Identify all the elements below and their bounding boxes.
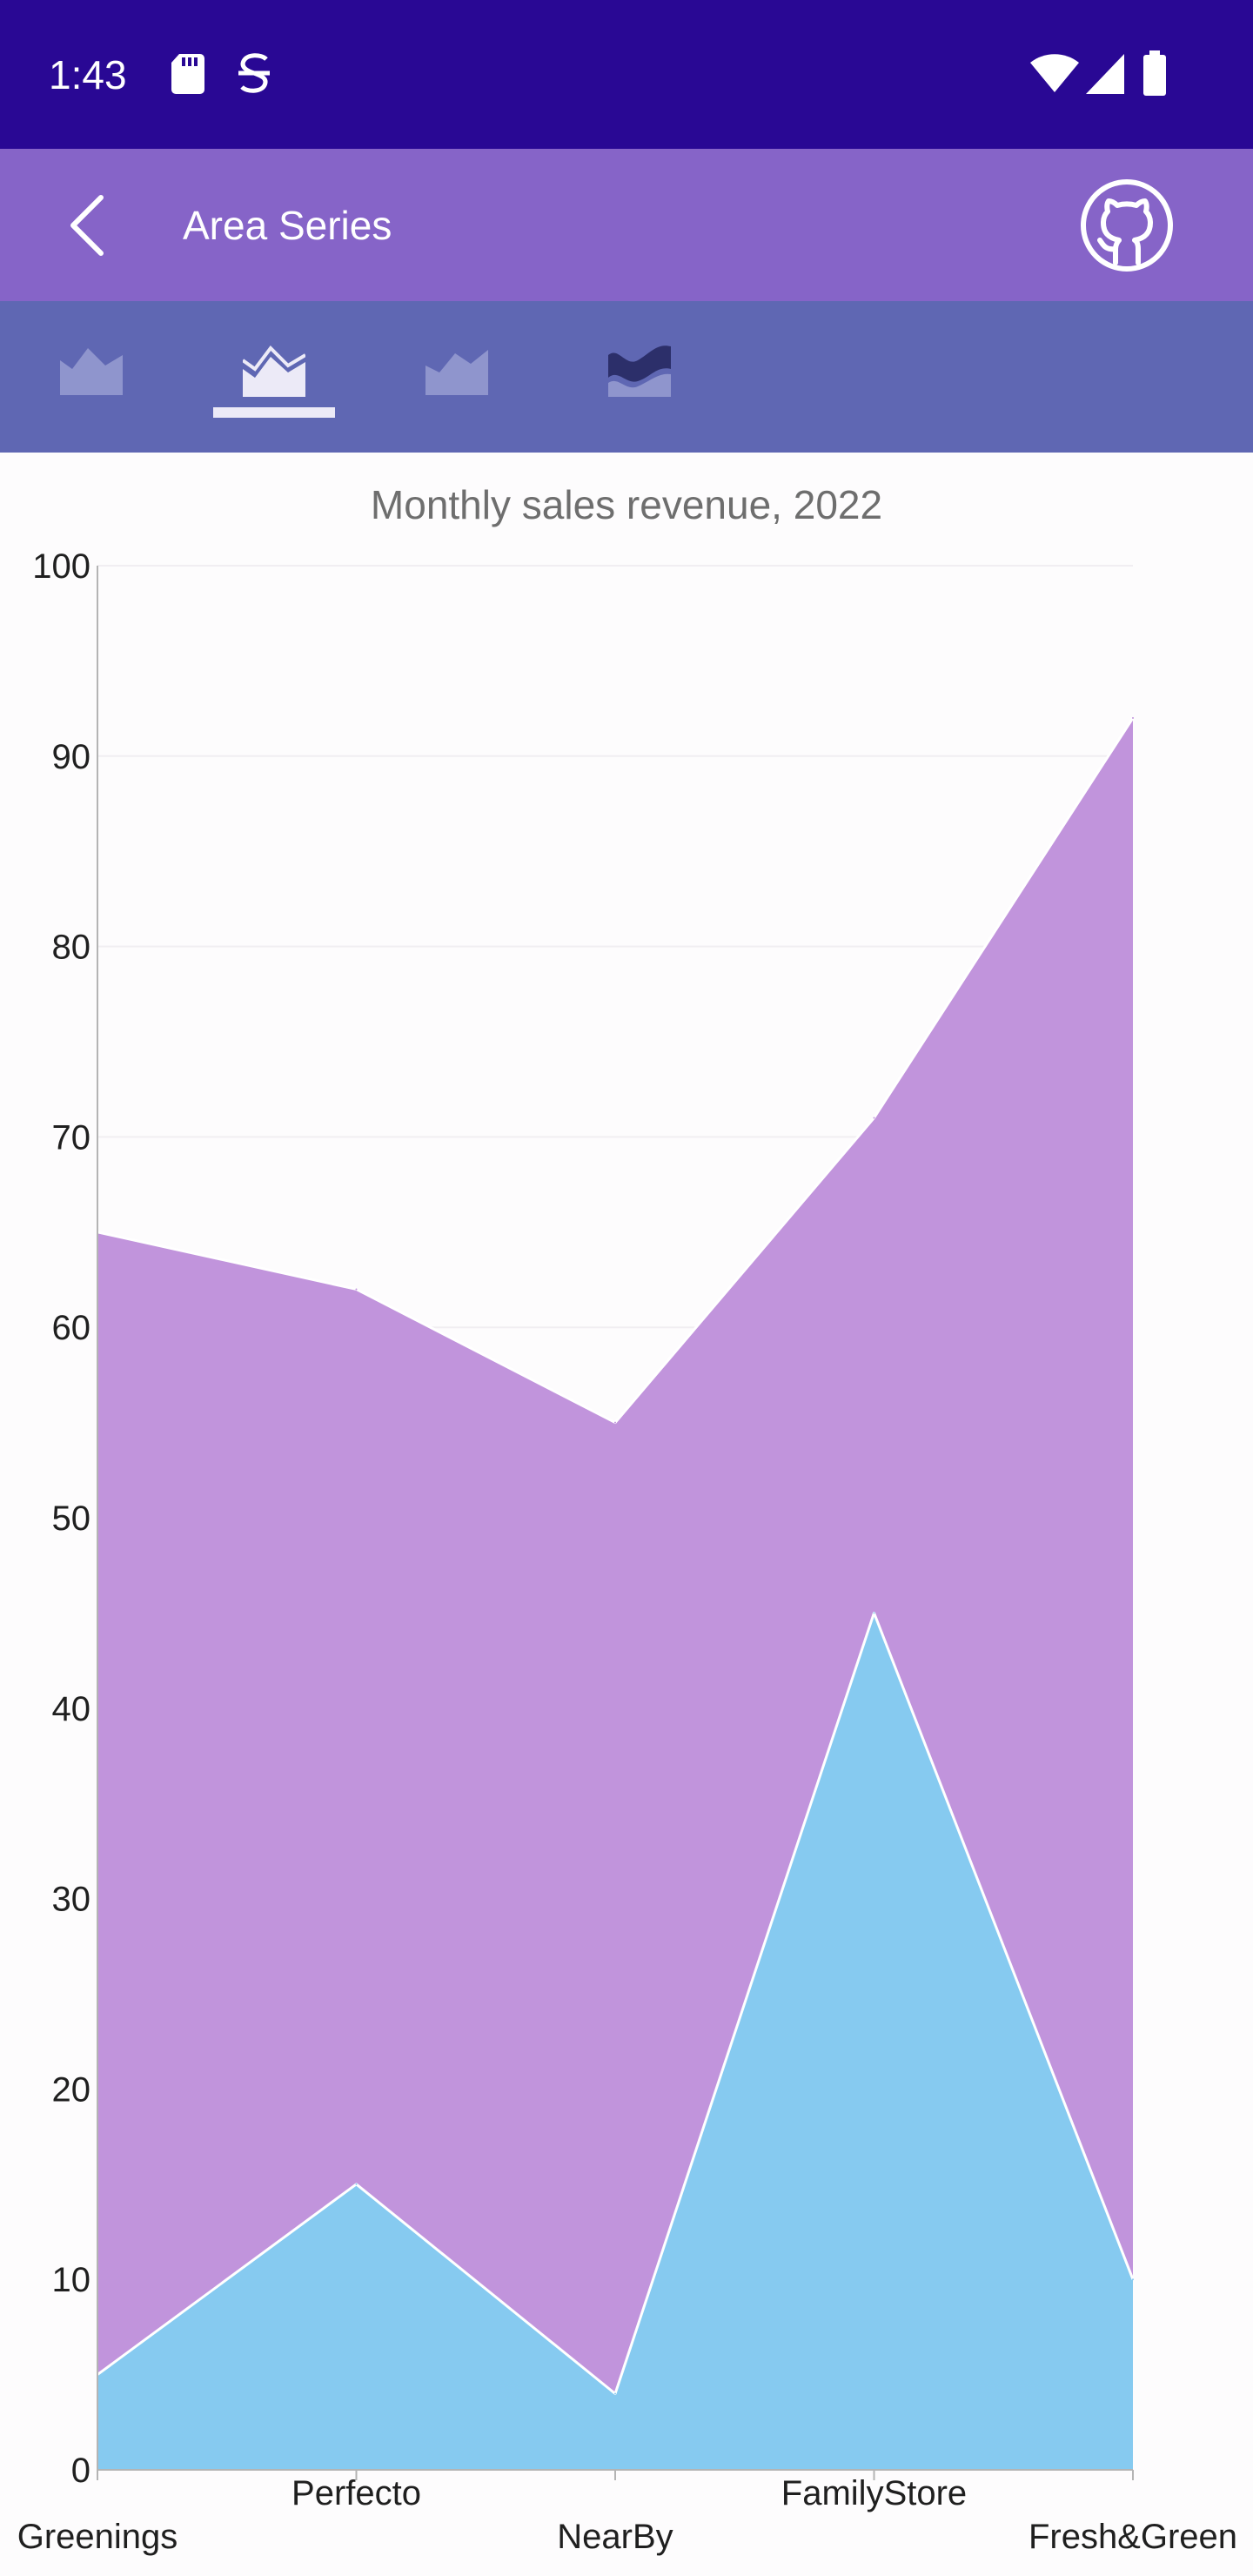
signal-icon <box>1086 54 1124 94</box>
vpn-key-icon <box>238 53 270 93</box>
back-button[interactable] <box>52 184 136 267</box>
chart-type-tabs <box>0 301 1253 453</box>
data-point <box>873 1612 875 1614</box>
y-tick-label: 70 <box>52 1118 91 1157</box>
page-title: Area Series <box>183 203 392 248</box>
data-point <box>355 2183 358 2185</box>
x-tick-label: Perfecto <box>291 2474 421 2512</box>
back-arrow-icon <box>70 195 104 256</box>
data-point <box>1132 717 1134 720</box>
data-point <box>355 1288 358 1291</box>
y-tick-label: 40 <box>52 1690 91 1728</box>
area-series-2 <box>97 1613 1133 2470</box>
github-button[interactable] <box>1079 178 1175 273</box>
y-tick-label: 80 <box>52 929 91 967</box>
y-tick-label: 20 <box>52 2070 91 2109</box>
status-time: 1:43 <box>49 52 127 97</box>
y-tick-label: 60 <box>52 1309 91 1347</box>
y-tick-label: 90 <box>52 738 91 776</box>
y-tick-label: 30 <box>52 1881 91 1919</box>
spline-area-chart-icon <box>608 345 671 397</box>
area-chart-icon <box>60 348 123 395</box>
data-point <box>614 2392 616 2395</box>
battery-icon <box>1143 50 1166 96</box>
x-tick-label: Greenings <box>17 2518 178 2556</box>
tab-stacked-area[interactable] <box>213 301 335 453</box>
tab-spline-area[interactable] <box>579 301 700 453</box>
y-tick-label: 50 <box>52 1499 91 1538</box>
x-tick-label: Fresh&Green <box>1029 2518 1237 2556</box>
y-tick-label: 0 <box>71 2452 90 2490</box>
y-tick-label: 10 <box>52 2261 91 2299</box>
data-point <box>873 1117 875 1119</box>
github-icon <box>1081 179 1173 272</box>
tab-area[interactable] <box>30 301 152 453</box>
data-point <box>1132 2278 1134 2281</box>
chart-title: Monthly sales revenue, 2022 <box>370 482 883 527</box>
chart-container: Monthly sales revenue, 2022 0 10 20 30 40 50 6… <box>0 453 1253 2576</box>
tab-selected-indicator <box>213 407 335 418</box>
y-tick-label: 100 <box>32 547 90 586</box>
stacked-area-chart-icon <box>243 345 305 397</box>
range-area-chart-icon <box>425 350 488 395</box>
x-tick-label: NearBy <box>557 2518 673 2556</box>
tab-range-area[interactable] <box>396 301 518 453</box>
x-tick-label: FamilyStore <box>781 2474 967 2512</box>
status-bar: 1:43 <box>0 0 1253 149</box>
area-chart: 0 10 20 30 40 50 60 70 80 90 100 Greenings Perfecto N… <box>17 547 1237 2556</box>
sd-card-icon <box>171 54 204 94</box>
data-point <box>614 1421 616 1424</box>
app-bar: Area Series <box>0 149 1253 301</box>
wifi-icon <box>1030 54 1079 92</box>
